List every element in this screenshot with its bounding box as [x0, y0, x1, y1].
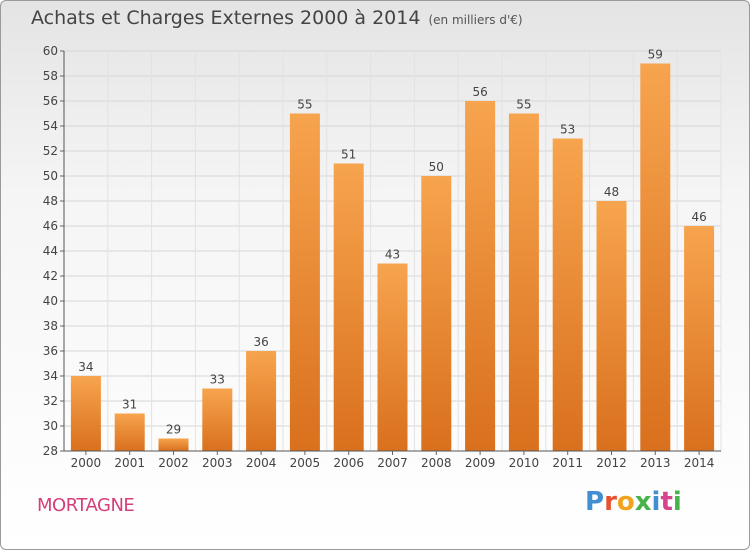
y-tick-label: 60	[43, 44, 58, 58]
bar	[158, 438, 189, 451]
bar-value-label: 33	[210, 373, 225, 387]
bar-value-label: 50	[429, 160, 444, 174]
brand-letter: i	[672, 487, 682, 517]
bar	[421, 176, 452, 451]
y-tick-label: 46	[43, 219, 58, 233]
y-tick-label: 40	[43, 294, 58, 308]
x-tick-label: 2009	[465, 456, 496, 470]
y-tick-label: 48	[43, 194, 58, 208]
bar-value-label: 36	[253, 335, 268, 349]
bar-value-label: 31	[122, 398, 137, 412]
bar	[596, 201, 627, 451]
bar-value-label: 55	[516, 98, 531, 112]
bar	[552, 138, 583, 451]
place-name: MORTAGNE	[37, 495, 135, 516]
bar	[465, 101, 496, 451]
bars	[70, 63, 715, 451]
x-tick-label: 2011	[552, 456, 583, 470]
bar-value-label: 48	[604, 185, 619, 199]
axes	[60, 50, 721, 455]
bar-value-label: 55	[297, 98, 312, 112]
y-tick-label: 54	[43, 119, 58, 133]
x-tick-label: 2004	[246, 456, 277, 470]
bar-value-label: 29	[166, 423, 181, 437]
x-tick-label: 2007	[377, 456, 408, 470]
x-tick-label: 2014	[684, 456, 715, 470]
labels: 28 30 32 34 36 38 40 42 44 46 48 50 52 54 56 58 60 34 2000…	[43, 44, 715, 470]
chart-subtitle: (en milliers d'€)	[428, 13, 523, 27]
bar	[508, 113, 539, 451]
y-tick-label: 56	[43, 94, 58, 108]
bar-value-label: 34	[78, 360, 93, 374]
chart-title: Achats et Charges Externes 2000 à 2014 (e…	[31, 7, 523, 29]
bar	[333, 163, 364, 451]
bar	[640, 63, 671, 451]
bar-value-label: 43	[385, 248, 400, 262]
y-tick-label: 42	[43, 269, 58, 283]
y-tick-label: 50	[43, 169, 58, 183]
brand-letter: P	[585, 487, 605, 517]
bar	[289, 113, 320, 451]
x-tick-label: 2005	[290, 456, 321, 470]
bar-value-label: 53	[560, 123, 575, 137]
y-tick-label: 52	[43, 144, 58, 158]
bar	[70, 376, 101, 451]
brand-letter: r	[604, 487, 617, 517]
y-tick-label: 32	[43, 394, 58, 408]
bar-value-label: 56	[472, 85, 487, 99]
brand-letter: o	[616, 487, 635, 517]
y-tick-label: 38	[43, 319, 58, 333]
brand-letter: t	[660, 487, 673, 517]
x-tick-label: 2010	[509, 456, 540, 470]
x-tick-label: 2003	[202, 456, 233, 470]
x-tick-label: 2000	[71, 456, 102, 470]
y-tick-label: 58	[43, 69, 58, 83]
bar-value-label: 59	[648, 48, 663, 62]
bar	[684, 226, 715, 451]
x-tick-label: 2006	[333, 456, 364, 470]
y-tick-label: 36	[43, 344, 58, 358]
chart-title-text: Achats et Charges Externes 2000 à 2014	[31, 7, 421, 29]
x-tick-label: 2002	[158, 456, 189, 470]
x-tick-label: 2013	[640, 456, 671, 470]
brand-logo: Proxiti	[585, 487, 682, 517]
bar-value-label: 46	[691, 210, 706, 224]
x-tick-label: 2008	[421, 456, 452, 470]
x-tick-label: 2012	[596, 456, 627, 470]
brand-letter: x	[634, 487, 652, 517]
y-tick-label: 34	[43, 369, 58, 383]
x-tick-label: 2001	[114, 456, 145, 470]
bar	[202, 388, 233, 451]
bar	[377, 263, 408, 451]
bar-value-label: 51	[341, 148, 356, 162]
y-tick-label: 44	[43, 244, 58, 258]
bar	[114, 413, 145, 451]
bar	[246, 351, 277, 451]
y-tick-label: 30	[43, 419, 58, 433]
brand-letter: i	[651, 487, 661, 517]
y-tick-label: 28	[43, 444, 58, 458]
